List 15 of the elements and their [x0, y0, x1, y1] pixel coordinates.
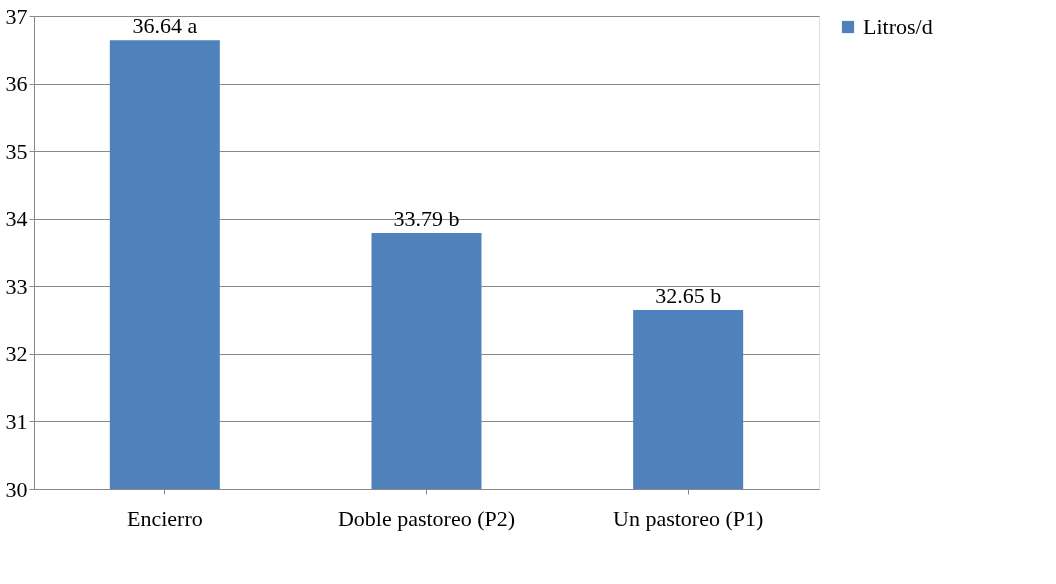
y-tick-label: 31 — [5, 408, 28, 434]
y-tick-label: 32 — [5, 341, 28, 367]
y-tick-label: 30 — [5, 476, 28, 502]
y-tick-label: 37 — [5, 3, 28, 29]
y-tick-label: 34 — [5, 206, 28, 232]
y-tick-label: 35 — [5, 138, 28, 164]
text: 33.79 b — [393, 205, 460, 231]
x-tick-label: Doble pastoreo (P2) — [337, 505, 516, 531]
y-tick-label: 36 — [5, 71, 28, 97]
x-tick-label: Encierro — [126, 505, 203, 531]
text: 32.65 b — [655, 282, 722, 308]
legend-label: Litros/d — [863, 14, 933, 39]
y-tick-label: 33 — [5, 273, 28, 299]
text: 36.64 a — [132, 13, 198, 39]
x-tick-label: Un pastoreo (P1) — [613, 505, 764, 531]
